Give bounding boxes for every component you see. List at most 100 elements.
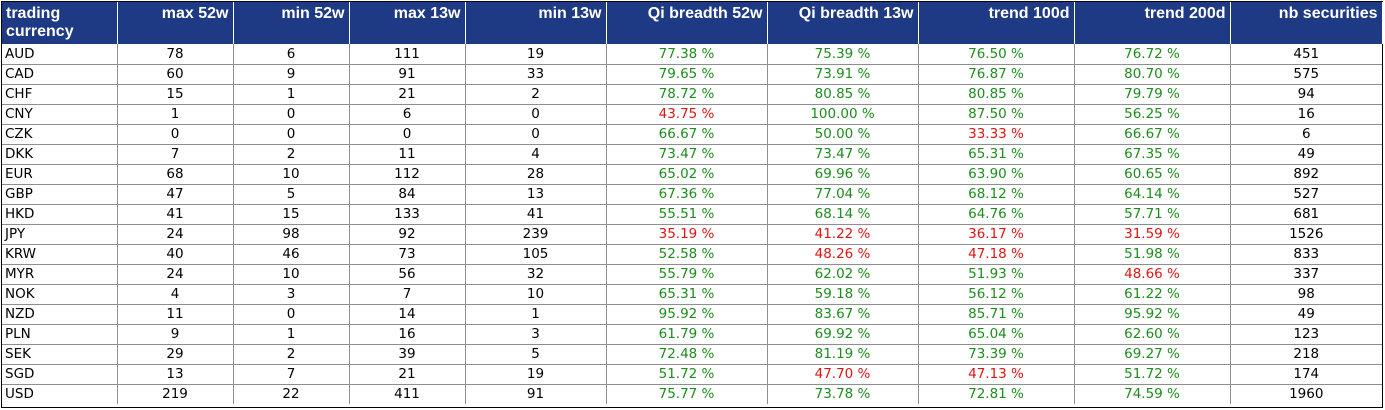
cell-min-13w: 5	[464, 344, 607, 365]
cell-nb-securities: 123	[1229, 324, 1382, 345]
cell-qi-breadth-13w: 73.47 %	[766, 144, 919, 165]
cell-qi-breadth-13w: 81.19 %	[766, 344, 919, 365]
cell-min-52w: 46	[232, 244, 350, 265]
cell-min-52w: 1	[232, 324, 350, 345]
cell-trend-100d: 76.50 %	[917, 44, 1075, 65]
cell-max-13w: 111	[348, 44, 466, 65]
cell-trend-200d: 67.35 %	[1073, 144, 1231, 165]
cell-max-13w: 14	[348, 304, 466, 325]
cell-qi-breadth-52w: 65.31 %	[605, 284, 768, 305]
cell-nb-securities: 49	[1229, 144, 1382, 165]
cell-trend-200d: 31.59 %	[1073, 224, 1231, 245]
cell-qi-breadth-52w: 61.79 %	[605, 324, 768, 345]
table-row: AUD 78 6 111 19 77.38 % 75.39 % 76.50 % 76.72 % 4…	[2, 44, 1382, 65]
cell-qi-breadth-52w: 65.02 %	[605, 164, 768, 185]
cell-max-52w: 60	[116, 64, 234, 85]
cell-min-13w: 3	[464, 324, 607, 345]
cell-max-13w: 73	[348, 244, 466, 265]
cell-max-52w: 13	[116, 364, 234, 385]
table-row: KRW 40 46 73 105 52.58 % 48.26 % 47.18 % 51.98 %…	[2, 244, 1382, 265]
cell-trend-200d: 69.27 %	[1073, 344, 1231, 365]
cell-currency: HKD	[2, 204, 118, 225]
cell-qi-breadth-13w: 69.92 %	[766, 324, 919, 345]
cell-min-13w: 2	[464, 84, 607, 105]
cell-max-52w: 47	[116, 184, 234, 205]
table-row: PLN 9 1 16 3 61.79 % 69.92 % 65.04 % 62.60 % 123	[2, 324, 1382, 345]
cell-nb-securities: 94	[1229, 84, 1382, 105]
cell-qi-breadth-13w: 68.14 %	[766, 204, 919, 225]
cell-qi-breadth-52w: 52.58 %	[605, 244, 768, 265]
cell-trend-200d: 51.72 %	[1073, 364, 1231, 385]
cell-max-13w: 56	[348, 264, 466, 285]
cell-trend-100d: 73.39 %	[917, 344, 1075, 365]
cell-currency: PLN	[2, 324, 118, 345]
cell-max-52w: 15	[116, 84, 234, 105]
cell-currency: CZK	[2, 124, 118, 145]
cell-trend-200d: 79.79 %	[1073, 84, 1231, 105]
cell-qi-breadth-13w: 69.96 %	[766, 164, 919, 185]
cell-max-52w: 29	[116, 344, 234, 365]
cell-qi-breadth-52w: 43.75 %	[605, 104, 768, 125]
table-row: USD 219 22 411 91 75.77 % 73.78 % 72.81 % 74.59 …	[2, 384, 1382, 404]
cell-max-13w: 11	[348, 144, 466, 165]
cell-min-13w: 19	[464, 44, 607, 65]
cell-trend-100d: 36.17 %	[917, 224, 1075, 245]
cell-currency: JPY	[2, 224, 118, 245]
cell-qi-breadth-13w: 80.85 %	[766, 84, 919, 105]
cell-min-52w: 0	[232, 104, 350, 125]
cell-max-13w: 112	[348, 164, 466, 185]
cell-min-52w: 10	[232, 164, 350, 185]
cell-trend-100d: 76.87 %	[917, 64, 1075, 85]
header-qi-breadth-52w: Qi breadth 52w	[606, 2, 768, 44]
cell-qi-breadth-13w: 73.91 %	[766, 64, 919, 85]
table-body: AUD 78 6 111 19 77.38 % 75.39 % 76.50 % 76.72 % 4…	[2, 44, 1382, 404]
cell-currency: NZD	[2, 304, 118, 325]
cell-min-52w: 0	[232, 304, 350, 325]
cell-min-52w: 10	[232, 264, 350, 285]
cell-currency: EUR	[2, 164, 118, 185]
cell-max-13w: 0	[348, 124, 466, 145]
cell-min-13w: 91	[464, 384, 607, 404]
cell-min-13w: 13	[464, 184, 607, 205]
cell-min-13w: 1	[464, 304, 607, 325]
cell-max-52w: 9	[116, 324, 234, 345]
cell-currency: DKK	[2, 144, 118, 165]
cell-trend-100d: 64.76 %	[917, 204, 1075, 225]
table-row: NZD 11 0 14 1 95.92 % 83.67 % 85.71 % 95.92 % 49	[2, 304, 1382, 325]
cell-trend-100d: 80.85 %	[917, 84, 1075, 105]
cell-trend-100d: 65.04 %	[917, 324, 1075, 345]
header-trend-100d: trend 100d	[918, 2, 1075, 44]
cell-qi-breadth-52w: 67.36 %	[605, 184, 768, 205]
cell-min-52w: 5	[232, 184, 350, 205]
cell-trend-100d: 85.71 %	[917, 304, 1075, 325]
cell-qi-breadth-52w: 72.48 %	[605, 344, 768, 365]
cell-nb-securities: 892	[1229, 164, 1382, 185]
cell-max-52w: 40	[116, 244, 234, 265]
cell-max-52w: 1	[116, 104, 234, 125]
cell-min-13w: 105	[464, 244, 607, 265]
cell-max-52w: 4	[116, 284, 234, 305]
cell-currency: CHF	[2, 84, 118, 105]
cell-trend-100d: 51.93 %	[917, 264, 1075, 285]
cell-qi-breadth-13w: 73.78 %	[766, 384, 919, 404]
cell-max-13w: 133	[348, 204, 466, 225]
table-row: HKD 41 15 133 41 55.51 % 68.14 % 64.76 % 57.71 %…	[2, 204, 1382, 225]
cell-nb-securities: 575	[1229, 64, 1382, 85]
cell-max-13w: 7	[348, 284, 466, 305]
cell-trend-200d: 64.14 %	[1073, 184, 1231, 205]
cell-qi-breadth-52w: 73.47 %	[605, 144, 768, 165]
cell-qi-breadth-52w: 77.38 %	[605, 44, 768, 65]
cell-max-52w: 24	[116, 264, 234, 285]
cell-max-13w: 39	[348, 344, 466, 365]
cell-trend-200d: 60.65 %	[1073, 164, 1231, 185]
table-row: DKK 7 2 11 4 73.47 % 73.47 % 65.31 % 67.35 % 49	[2, 144, 1382, 165]
header-trend-200d: trend 200d	[1074, 2, 1231, 44]
cell-nb-securities: 6	[1229, 124, 1382, 145]
cell-trend-200d: 62.60 %	[1073, 324, 1231, 345]
cell-currency: SEK	[2, 344, 118, 365]
header-qi-breadth-13w: Qi breadth 13w	[767, 2, 919, 44]
header-max-52w: max 52w	[117, 2, 234, 44]
cell-currency: MYR	[2, 264, 118, 285]
cell-nb-securities: 337	[1229, 264, 1382, 285]
table-row: CAD 60 9 91 33 79.65 % 73.91 % 76.87 % 80.70 % 57…	[2, 64, 1382, 85]
